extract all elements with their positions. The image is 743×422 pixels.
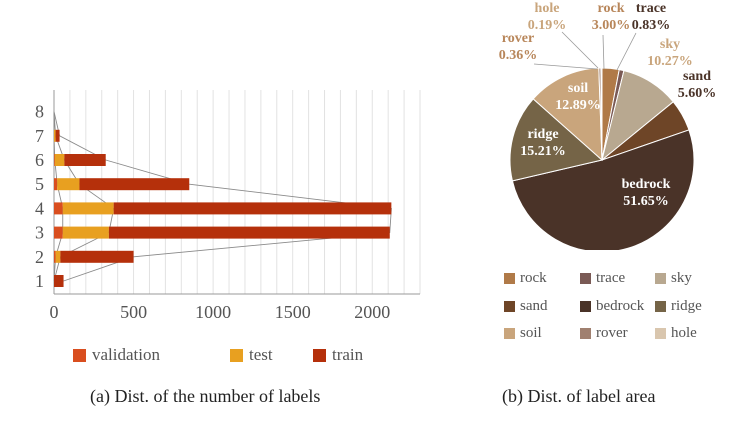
bar-validation bbox=[54, 250, 56, 263]
pie-legend-label: rover bbox=[596, 325, 628, 341]
pie-label-name: trace bbox=[636, 1, 666, 16]
bar-validation bbox=[54, 226, 63, 239]
pie-slice-soil bbox=[532, 67, 603, 162]
pie-leader-line bbox=[533, 63, 598, 70]
bar-validation bbox=[54, 154, 55, 166]
pie-chart: rock 3.00% trace 0.83% sky 10.27%sand 5.60% bed… bbox=[499, 1, 717, 250]
bar-test bbox=[62, 226, 109, 239]
pie-legend-item-soil: soil bbox=[504, 325, 542, 342]
pie-label-value: 0.83% bbox=[632, 18, 671, 33]
pie-label-value: 0.19% bbox=[528, 18, 567, 33]
pie-label-value: 15.21% bbox=[520, 144, 566, 159]
pie-legend-label: sand bbox=[520, 298, 548, 314]
pie-legend-swatch bbox=[580, 301, 591, 312]
y-tick-label: 6 bbox=[35, 150, 44, 170]
legend-swatch bbox=[313, 348, 326, 362]
pie-legend-item-ridge: ridge bbox=[655, 298, 702, 315]
pie-legend-item-rover: rover bbox=[580, 325, 628, 342]
bar-train bbox=[54, 275, 64, 287]
legend-item-train: train bbox=[313, 345, 363, 365]
pie-label-value: 0.36% bbox=[499, 48, 538, 63]
bar-train bbox=[60, 250, 134, 263]
caption-a: (a) Dist. of the number of labels bbox=[90, 386, 321, 406]
legend-label: train bbox=[332, 345, 364, 364]
pie-label-name: sand bbox=[683, 69, 711, 84]
pie-label-name: rock bbox=[598, 1, 625, 16]
legend-label: test bbox=[249, 345, 273, 364]
pie-label-name: soil bbox=[568, 81, 588, 96]
pie-legend-swatch bbox=[655, 328, 666, 339]
pie-legend-swatch bbox=[580, 273, 591, 284]
bar-test bbox=[54, 129, 56, 142]
bar-test bbox=[62, 202, 114, 215]
legend-item-test: test bbox=[230, 345, 273, 365]
pie-leader-line bbox=[561, 31, 599, 69]
pie-legend-label: hole bbox=[671, 325, 697, 341]
pie-legend-label: ridge bbox=[671, 298, 702, 314]
pie-legend-swatch bbox=[655, 301, 666, 312]
pie-legend-item-trace: trace bbox=[580, 270, 625, 287]
pie-legend-swatch bbox=[655, 273, 666, 284]
legend-swatch bbox=[73, 348, 86, 362]
x-tick-label: 0 bbox=[50, 302, 59, 322]
pie-label-name: rover bbox=[502, 31, 534, 46]
x-tick-label: 2000 bbox=[354, 302, 390, 322]
bar-train bbox=[64, 154, 106, 166]
bar-chart: 0 500 1000 1500 2000 1 2 3 4 5 6 7 8 bbox=[35, 90, 421, 322]
y-tick-label: 8 bbox=[35, 102, 44, 122]
pie-label-name: ridge bbox=[527, 127, 558, 142]
y-tick-label: 1 bbox=[35, 271, 44, 291]
pie-legend-label: sky bbox=[671, 270, 692, 286]
pie-legend-item-sky: sky bbox=[655, 270, 692, 287]
y-tick-label: 7 bbox=[35, 126, 44, 146]
legend-swatch bbox=[230, 348, 243, 362]
pie-slice-ridge bbox=[509, 98, 604, 182]
pie-legend-swatch bbox=[580, 328, 591, 339]
pie-label-value: 5.60% bbox=[678, 86, 717, 101]
bar-train bbox=[55, 129, 60, 142]
pie-slice-bedrock bbox=[511, 129, 695, 250]
pie-label-name: hole bbox=[535, 1, 560, 16]
legend-label: validation bbox=[92, 345, 160, 364]
x-tick-label: 500 bbox=[120, 302, 147, 322]
x-tick-label: 1500 bbox=[275, 302, 311, 322]
pie-legend-item-hole: hole bbox=[655, 325, 697, 342]
pie-legend-swatch bbox=[504, 273, 515, 284]
pie-legend-item-bedrock: bedrock bbox=[580, 298, 644, 315]
pie-label-name: sky bbox=[660, 37, 680, 52]
y-tick-label: 5 bbox=[35, 174, 44, 194]
x-tick-label: 1000 bbox=[195, 302, 231, 322]
legend-item-validation: validation bbox=[73, 345, 160, 365]
bar-train bbox=[79, 178, 190, 191]
pie-legend-label: rock bbox=[520, 270, 547, 286]
bar-test bbox=[55, 250, 61, 263]
y-tick-label: 4 bbox=[35, 198, 44, 218]
pie-label-value: 3.00% bbox=[592, 18, 631, 33]
pie-label-value: 10.27% bbox=[647, 54, 693, 69]
pie-leader-line bbox=[602, 34, 605, 70]
pie-slice-hole bbox=[600, 67, 603, 161]
pie-legend-swatch bbox=[504, 301, 515, 312]
pie-legend-swatch bbox=[504, 328, 515, 339]
series-line bbox=[53, 111, 392, 282]
pie-label-value: 12.89% bbox=[555, 98, 601, 113]
pie-legend-label: trace bbox=[596, 270, 626, 286]
pie-legend-item-rock: rock bbox=[504, 270, 547, 287]
bar-validation bbox=[54, 202, 63, 215]
caption-b: (b) Dist. of label area bbox=[502, 386, 656, 406]
y-tick-label: 3 bbox=[35, 223, 44, 243]
pie-label-value: 51.65% bbox=[623, 194, 669, 209]
pie-label-name: bedrock bbox=[622, 177, 671, 192]
bar-validation bbox=[54, 178, 58, 191]
bar-train bbox=[113, 202, 392, 215]
y-tick-label: 2 bbox=[35, 247, 44, 267]
pie-legend-label: bedrock bbox=[596, 298, 645, 314]
pie-legend-item-sand: sand bbox=[504, 298, 548, 315]
bar-train bbox=[108, 226, 390, 239]
bar-test bbox=[54, 154, 65, 166]
pie-legend-label: soil bbox=[520, 325, 542, 341]
pie-leader-line bbox=[616, 32, 637, 71]
bar-test bbox=[57, 178, 80, 191]
